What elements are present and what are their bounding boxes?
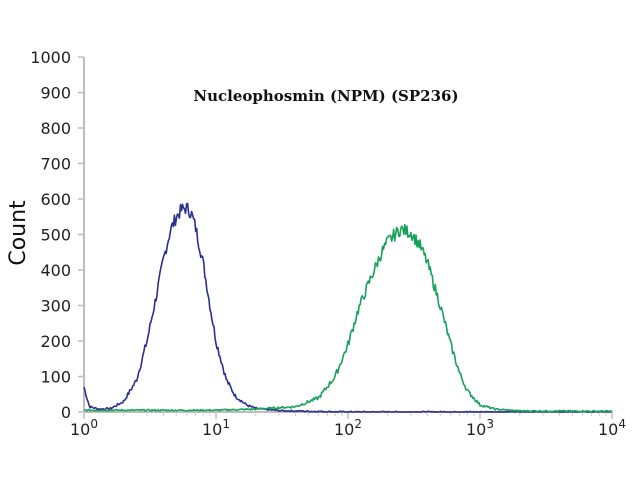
x-tick-label: 104 xyxy=(598,417,626,439)
series-line-2 xyxy=(83,223,613,413)
y-tick-label: 200 xyxy=(40,332,71,351)
y-tick-label: 400 xyxy=(40,261,71,280)
y-tick-label: 600 xyxy=(40,190,71,209)
y-tick-label: 700 xyxy=(40,155,71,174)
y-axis-label: Count xyxy=(6,200,31,266)
y-tick-label: 100 xyxy=(40,368,71,387)
x-tick-label: 103 xyxy=(466,417,494,439)
series-line-1 xyxy=(83,202,613,413)
y-tick-label: 500 xyxy=(40,226,71,245)
y-tick-label: 900 xyxy=(40,84,71,103)
x-tick-label: 101 xyxy=(202,417,230,439)
y-tick-label: 0 xyxy=(61,403,71,422)
x-tick-label: 102 xyxy=(334,417,362,439)
y-tick-label: 1000 xyxy=(30,48,71,67)
series-layer xyxy=(83,202,613,413)
y-tick-label: 800 xyxy=(40,119,71,138)
x-tick-label: 100 xyxy=(70,417,98,439)
y-tick-label: 300 xyxy=(40,297,71,316)
chart-title: Nucleophosmin (NPM) (SP236) xyxy=(193,87,458,105)
